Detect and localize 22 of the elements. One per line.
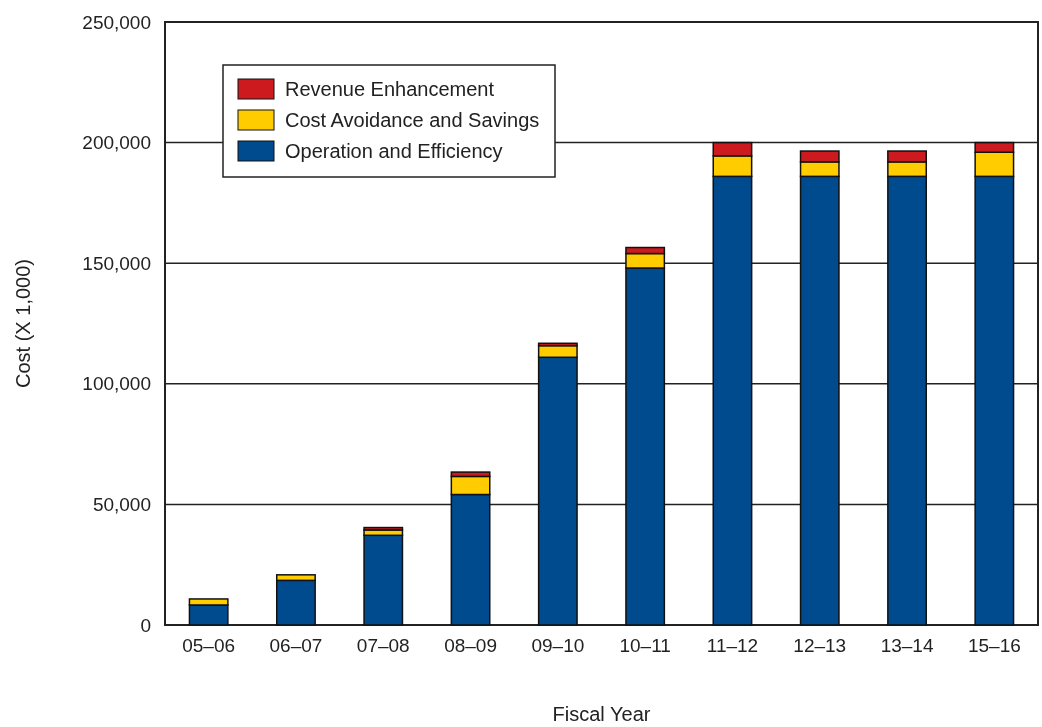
x-tick-label: 06–07 xyxy=(269,635,323,657)
x-tick-label: 15–16 xyxy=(967,635,1021,657)
x-tick-label: 12–13 xyxy=(793,635,847,657)
y-tick-label: 100,000 xyxy=(82,373,151,395)
bar xyxy=(363,534,404,626)
y-tick-label: 0 xyxy=(140,614,151,636)
y-tick-label: 250,000 xyxy=(82,11,151,33)
x-tick-label: 10–11 xyxy=(619,635,671,657)
y-tick-label: 50,000 xyxy=(92,493,151,515)
y-tick-label: 150,000 xyxy=(82,252,151,274)
legend-label: Revenue Enhancement xyxy=(285,78,495,100)
x-tick-label: 05–06 xyxy=(182,635,236,657)
x-axis-title: Fiscal Year xyxy=(552,703,651,725)
x-tick-label: 13–14 xyxy=(880,635,934,657)
legend-label: Cost Avoidance and Savings xyxy=(285,109,540,131)
x-tick-label: 09–10 xyxy=(531,635,585,657)
legend-label: Operation and Efficiency xyxy=(285,140,503,162)
y-axis-title: Cost (X 1,000) xyxy=(12,259,34,388)
y-tick-label: 200,000 xyxy=(82,132,151,154)
x-tick-label: 08–09 xyxy=(444,635,497,657)
x-tick-label: 11–12 xyxy=(706,635,759,657)
x-tick-label: 07–08 xyxy=(356,635,410,657)
